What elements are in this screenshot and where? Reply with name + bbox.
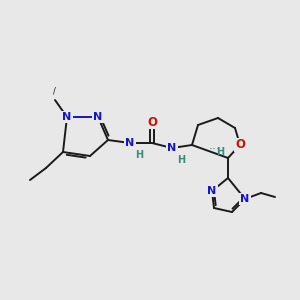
Text: ···: ··· xyxy=(209,143,221,157)
Text: N: N xyxy=(240,194,250,204)
Text: H: H xyxy=(135,150,143,160)
Text: N: N xyxy=(207,186,217,196)
Text: H: H xyxy=(177,155,185,165)
Text: N: N xyxy=(125,138,135,148)
Text: /: / xyxy=(52,87,56,96)
Text: N: N xyxy=(167,143,177,153)
Text: N: N xyxy=(93,112,103,122)
Text: O: O xyxy=(235,139,245,152)
Text: N: N xyxy=(62,112,72,122)
Text: O: O xyxy=(147,116,157,128)
Text: H: H xyxy=(216,147,224,157)
